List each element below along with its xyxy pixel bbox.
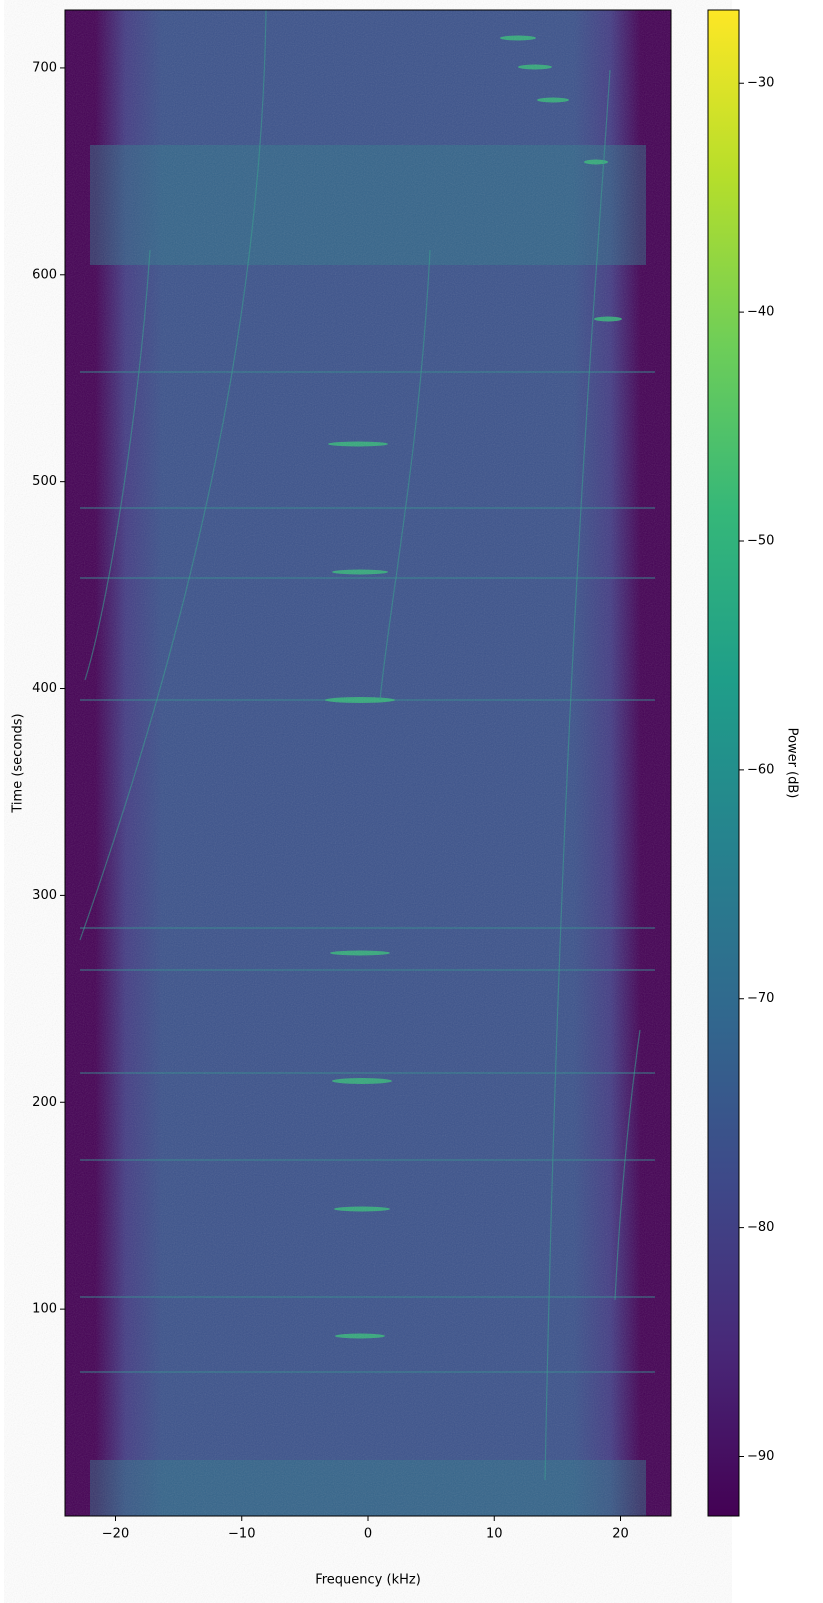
colorbar-tick-label: −70 xyxy=(747,991,774,1006)
x-tick-label: −10 xyxy=(228,1527,255,1542)
y-tick-label: 500 xyxy=(32,474,57,489)
spectrogram xyxy=(64,9,672,1517)
x-tick-label: 20 xyxy=(612,1527,629,1542)
colorbar-tick-label: −50 xyxy=(747,533,774,548)
y-tick-label: 400 xyxy=(32,681,57,696)
colorbar xyxy=(707,9,740,1517)
colorbar-tick-label: −40 xyxy=(747,305,774,320)
y-tick-label: 700 xyxy=(32,60,57,75)
x-axis-label: Frequency (kHz) xyxy=(315,1573,421,1588)
colorbar-tick-label: −80 xyxy=(747,1220,774,1235)
noise xyxy=(65,10,671,1516)
y-tick-label: 200 xyxy=(32,1095,57,1110)
x-tick-label: 0 xyxy=(364,1527,372,1542)
x-tick-label: −20 xyxy=(102,1527,129,1542)
y-tick-label: 100 xyxy=(32,1302,57,1317)
y-axis-label: Time (seconds) xyxy=(11,713,26,813)
y-tick-label: 600 xyxy=(32,267,57,282)
colorbar-label: Power (dB) xyxy=(785,728,800,799)
colorbar-tick-label: −90 xyxy=(747,1449,774,1464)
x-tick-label: 10 xyxy=(486,1527,503,1542)
y-tick-label: 300 xyxy=(32,888,57,903)
colorbar-tick-label: −30 xyxy=(747,76,774,91)
colorbar-tick-label: −60 xyxy=(747,762,774,777)
